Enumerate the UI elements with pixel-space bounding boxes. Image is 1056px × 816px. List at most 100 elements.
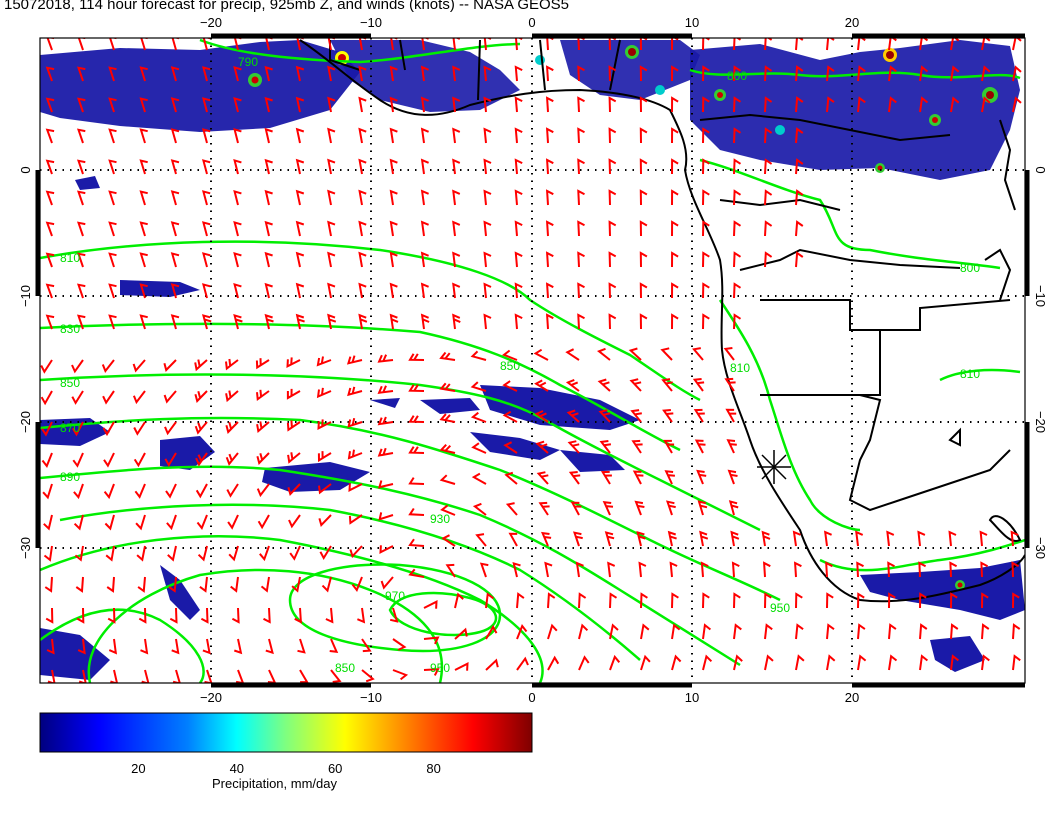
wind-barb: [233, 65, 242, 82]
wind-barb: [534, 410, 549, 423]
wind-barb: [665, 500, 676, 516]
wind-barb: [508, 532, 518, 547]
wind-barb: [358, 189, 367, 206]
wind-barb: [483, 251, 492, 268]
wind-barb: [445, 563, 456, 578]
wind-barb: [140, 638, 149, 655]
wind-barb: [408, 568, 425, 578]
wind-barb: [454, 662, 469, 671]
wind-barb: [919, 623, 928, 640]
wind-barb: [390, 38, 398, 51]
wind-barb: [439, 444, 456, 454]
wind-barb: [630, 409, 642, 423]
wind-barb: [201, 221, 211, 237]
wind-barb: [727, 469, 738, 485]
wind-barb: [671, 313, 679, 330]
wind-barb: [919, 96, 929, 113]
wind-barb: [764, 592, 772, 609]
wind-barb: [76, 66, 86, 82]
wind-barb: [264, 282, 273, 299]
wind-barb: [502, 410, 518, 423]
wind-barb: [47, 669, 56, 683]
wind-barb: [378, 512, 394, 521]
wind-barb: [501, 349, 518, 361]
wind-barb: [296, 38, 304, 51]
wind-barb: [108, 252, 117, 268]
wind-barb: [170, 159, 180, 175]
wind-barb: [358, 282, 367, 299]
wind-barb: [316, 356, 332, 367]
wind-barb: [726, 439, 737, 454]
wind-barb: [538, 501, 550, 516]
lon-tick-top: 0: [528, 15, 535, 30]
wind-barb: [577, 282, 585, 299]
wind-barb: [692, 347, 704, 361]
wind-barb: [733, 189, 742, 206]
wind-barb: [608, 158, 617, 175]
wind-barb: [702, 654, 713, 671]
wind-barb: [327, 282, 336, 299]
wind-barb: [41, 452, 53, 468]
wind-barb: [106, 576, 115, 593]
wind-barb: [950, 96, 960, 113]
wind-barb: [327, 251, 336, 268]
wind-barb: [702, 96, 710, 113]
wind-barb: [483, 189, 492, 206]
wind-barb: [514, 189, 523, 206]
station-star-icon: [757, 450, 791, 484]
wind-barb: [421, 38, 429, 51]
wind-barb: [349, 545, 363, 559]
wind-barb: [265, 38, 273, 51]
wind-barb: [201, 97, 211, 113]
wind-barb: [671, 189, 679, 206]
wind-barb: [201, 283, 211, 299]
wind-barb: [347, 386, 363, 397]
wind-barb: [761, 530, 771, 547]
wind-barb: [43, 514, 53, 531]
wind-barb: [377, 480, 394, 489]
wind-barb: [439, 382, 456, 392]
wind-barb: [545, 189, 554, 206]
wind-barb: [981, 65, 991, 82]
wind-barb: [639, 313, 648, 330]
wind-barb: [764, 654, 774, 671]
wind-barb: [295, 251, 305, 268]
wind-barb: [256, 452, 270, 465]
wind-barb: [233, 220, 242, 237]
wind-barb: [795, 623, 804, 640]
wind-barb: [733, 251, 742, 268]
wind-barb: [267, 669, 277, 683]
wind-barb: [264, 158, 273, 175]
wind-barb: [609, 654, 621, 671]
wind-barb: [578, 592, 587, 609]
wind-barb: [671, 127, 679, 144]
wind-barb: [351, 576, 363, 592]
wind-barb: [316, 387, 332, 399]
wind-barb: [640, 592, 648, 609]
lat-tick-right: 0: [1033, 166, 1048, 173]
wind-barb: [1012, 623, 1021, 640]
wind-barb: [361, 669, 375, 683]
wind-barb: [408, 384, 425, 392]
wind-barb: [607, 561, 616, 578]
wind-barb: [164, 452, 177, 468]
wind-barb: [454, 592, 464, 609]
wind-barb: [919, 65, 929, 82]
wind-barb: [264, 251, 273, 268]
wind-barb: [420, 313, 430, 330]
wind-barb: [764, 251, 773, 268]
wind-barb: [948, 530, 957, 547]
contour-label: 890: [60, 470, 80, 484]
wind-barb: [505, 502, 518, 516]
wind-barb: [439, 413, 456, 423]
wind-barb: [329, 638, 339, 653]
wind-barb: [392, 638, 407, 651]
wind-barb: [286, 420, 301, 432]
wind-barb: [101, 359, 115, 373]
wind-barb: [171, 638, 180, 655]
wind-barb: [725, 408, 737, 423]
wind-barb: [358, 251, 367, 268]
wind-barb: [597, 347, 611, 361]
wind-barb: [264, 65, 273, 82]
wind-barbs: [40, 38, 1022, 683]
